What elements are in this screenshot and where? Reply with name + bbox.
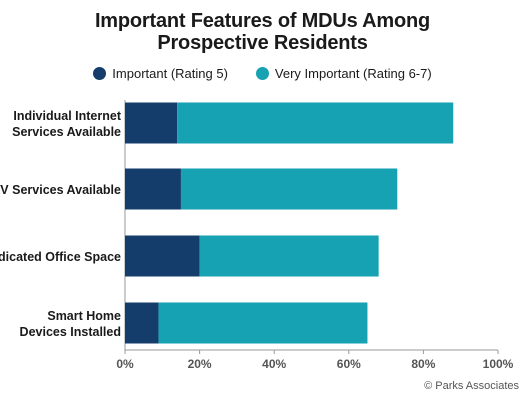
category-label: Smart Home	[47, 309, 121, 323]
bar-important	[125, 235, 200, 277]
legend-label-very-important: Very Important (Rating 6-7)	[274, 66, 432, 81]
x-tick-label: 100%	[483, 357, 514, 371]
legend-label-important: Important (Rating 5)	[112, 66, 228, 81]
bar-important	[125, 168, 181, 210]
category-label: Individual Internet	[13, 109, 121, 123]
x-tick-label: 60%	[337, 357, 361, 371]
legend-swatch-very-important	[255, 67, 269, 80]
x-tick-label: 20%	[188, 357, 212, 371]
legend-item-important: Important (Rating 5)	[93, 66, 228, 81]
category-label: Devices Installed	[20, 325, 121, 339]
x-tick-label: 40%	[262, 357, 286, 371]
legend: Important (Rating 5) Very Important (Rat…	[0, 66, 525, 81]
bar-important	[125, 302, 159, 344]
category-label: TV Services Available	[0, 183, 121, 197]
bar-very-important	[177, 102, 454, 144]
bar-very-important	[199, 235, 379, 277]
source-credit: © Parks Associates	[424, 380, 519, 392]
x-tick-label: 0%	[116, 357, 134, 371]
legend-item-very-important: Very Important (Rating 6-7)	[255, 66, 432, 81]
chart-title-line-1: Important Features of MDUs Among	[94, 10, 431, 32]
chart-title: Important Features of MDUs Among Prospec…	[0, 10, 525, 54]
x-tick-label: 80%	[411, 357, 435, 371]
bar-very-important	[158, 302, 368, 344]
category-label: Dedicated Office Space	[0, 250, 121, 264]
bar-important	[125, 102, 178, 144]
legend-swatch-important	[93, 67, 107, 80]
category-label: Services Available	[12, 125, 121, 139]
chart-title-line-2: Prospective Residents	[157, 32, 368, 54]
bar-very-important	[180, 168, 398, 210]
